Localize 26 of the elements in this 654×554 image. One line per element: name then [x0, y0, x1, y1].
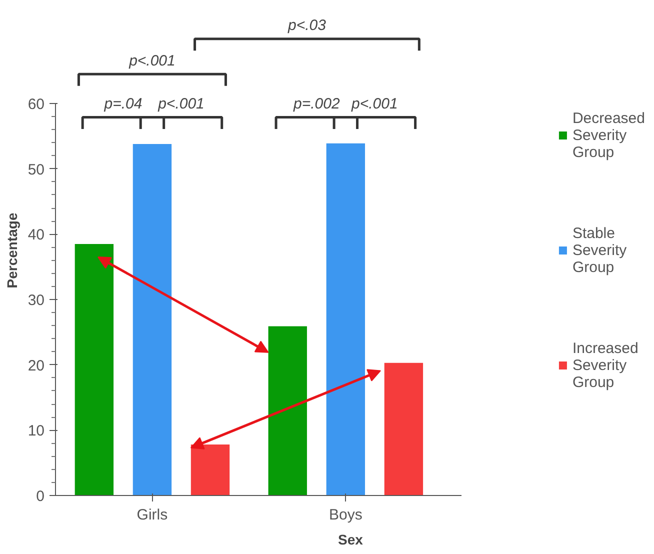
y-axis-title: Percentage — [4, 212, 20, 288]
annotation: p=.002 — [292, 96, 340, 113]
y-tick-label: 10 — [28, 422, 45, 440]
annotation: p<.001 — [350, 96, 398, 113]
bar — [74, 244, 114, 496]
legend-label: Increased Severity Group — [572, 338, 638, 392]
text: p<.001 — [128, 52, 176, 70]
x-tick-label: Boys — [328, 506, 362, 524]
annotation: p<.001 — [157, 96, 204, 113]
bar — [190, 444, 230, 496]
y-tick-label: 20 — [28, 357, 45, 374]
bar — [132, 144, 172, 496]
legend-label: Stable Severity Group — [572, 224, 627, 278]
bar — [326, 143, 366, 496]
y-tick-label: 0 — [36, 488, 44, 505]
y-tick-label: 50 — [28, 161, 45, 178]
annotation: p=.04 — [103, 96, 142, 113]
x-tick-label: Girls — [136, 506, 168, 524]
bar — [384, 362, 424, 496]
y-tick-label: 60 — [28, 96, 45, 113]
y-tick-label: 40 — [28, 226, 45, 244]
legend-label: Decreased Severity Group — [572, 108, 645, 162]
bar — [268, 326, 307, 496]
text: p<.03 — [287, 17, 327, 34]
x-axis-title: Sex — [338, 532, 364, 548]
y-tick-label: 30 — [28, 292, 45, 309]
